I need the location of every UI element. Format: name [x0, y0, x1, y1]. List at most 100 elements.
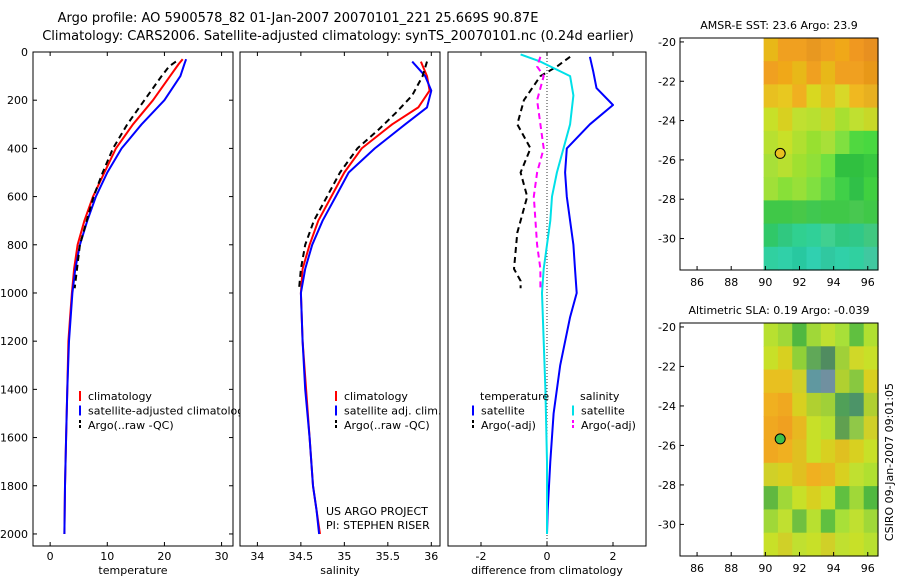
- temperature-legend-item: satellite-adjusted climatology: [88, 405, 251, 418]
- sst_map-cell: [792, 61, 808, 85]
- sst_map-cell: [820, 200, 836, 225]
- sla_map-cell: [863, 323, 879, 347]
- sla_map-cell: [763, 532, 779, 557]
- sst_map-cell: [806, 130, 822, 155]
- diff-legend-salinity-item: satellite: [581, 405, 625, 418]
- sla_map-cell: [763, 509, 779, 534]
- sst_map-cell: [835, 38, 851, 62]
- difference-series-2-line: [520, 53, 575, 534]
- sst_map-cell: [806, 154, 822, 178]
- sst_map-cell: [849, 61, 865, 85]
- sst_map-cell: [835, 246, 851, 271]
- sst_map-cell: [792, 246, 808, 271]
- temperature-xtick-label: 30: [215, 550, 229, 563]
- salinity-xlabel: salinity: [320, 564, 360, 577]
- sst_map-cell: [849, 38, 865, 62]
- sla_map-cell: [835, 486, 851, 510]
- sla_map-title: Altimetric SLA: 0.19 Argo: -0.039: [689, 304, 870, 317]
- sla_map-cell: [763, 392, 779, 417]
- temperature-ytick-label: 200: [7, 94, 28, 107]
- sla_map-cell: [806, 462, 822, 487]
- salinity-xtick-label: 36: [424, 550, 438, 563]
- sla_map-ytick-label: -22: [658, 360, 676, 373]
- sla_map-xtick-label: 94: [827, 562, 841, 575]
- sst_map-cell: [777, 61, 793, 85]
- sst_map-cell: [849, 107, 865, 132]
- sla_map-cell: [806, 509, 822, 534]
- difference-series-0-line: [546, 56, 614, 535]
- sla_map-cell: [792, 416, 808, 441]
- difference-series-3-line: [532, 56, 545, 289]
- sla_map-cell: [849, 532, 865, 557]
- sst_map-cell: [849, 246, 865, 271]
- sla_map-cell: [777, 346, 793, 371]
- sla_map-cell: [835, 369, 851, 394]
- temperature-xtick-label: 20: [157, 550, 171, 563]
- sla_map-cell: [777, 486, 793, 510]
- sla_map-xtick-label: 90: [758, 562, 772, 575]
- sla_map-cell: [863, 392, 879, 417]
- sla_map-cell: [792, 392, 808, 417]
- sst_map-cell: [849, 154, 865, 178]
- sst_map-cell: [863, 200, 879, 225]
- sla_map-cell: [835, 439, 851, 464]
- sla_map-cell: [849, 392, 865, 417]
- sla_map-cell: [849, 509, 865, 534]
- temperature-ytick-label: 1000: [0, 287, 28, 300]
- sla_map-argo-marker: [774, 433, 786, 445]
- sla_map-cell: [849, 462, 865, 487]
- sla_map-cell: [806, 439, 822, 464]
- sst_map-cell: [806, 107, 822, 132]
- temperature-xtick-label: 0: [47, 550, 54, 563]
- diff-legend-temperature-header: temperature: [480, 390, 549, 403]
- project-annotation: PI: STEPHEN RISER: [326, 519, 430, 532]
- sla_map-cell: [820, 392, 836, 417]
- sst_map-cell: [777, 154, 793, 178]
- sst_map-cell: [792, 107, 808, 132]
- sla_map-cell: [792, 346, 808, 371]
- sst_map-cell: [835, 61, 851, 85]
- sst_map-cell: [806, 223, 822, 248]
- sla_map-cell: [792, 462, 808, 487]
- sst_map-cell: [863, 61, 879, 85]
- sst_map-cell: [763, 154, 779, 178]
- sst_map-cell: [820, 223, 836, 248]
- sst_map-cell: [863, 154, 879, 178]
- sst_map-cell: [792, 130, 808, 155]
- sla_map-cell: [792, 323, 808, 347]
- sst_map-xtick-label: 94: [827, 276, 841, 289]
- sla_map-cell: [777, 369, 793, 394]
- sst_map-cell: [763, 200, 779, 225]
- sla_map-cell: [792, 369, 808, 394]
- sst_map-cell: [792, 177, 808, 201]
- sla_map-cell: [849, 486, 865, 510]
- sla_map-cell: [806, 346, 822, 371]
- sst_map-xtick-label: 96: [861, 276, 875, 289]
- temperature-xlabel: temperature: [98, 564, 167, 577]
- temperature-ytick-label: 1200: [0, 335, 28, 348]
- sst_map-cell: [777, 223, 793, 248]
- sst_map-xtick-label: 88: [724, 276, 738, 289]
- sla_map-axes-border: [679, 322, 879, 557]
- salinity-series-2-line: [298, 61, 428, 289]
- sst_map-cell: [820, 177, 836, 201]
- temperature-ytick-label: 1600: [0, 432, 28, 445]
- sla_map-cell: [820, 323, 836, 347]
- sst_map-ytick-label: -22: [658, 75, 676, 88]
- sst_map-cell: [835, 84, 851, 109]
- sst_map-cell: [849, 84, 865, 109]
- sst_map-cell: [835, 177, 851, 201]
- sst_map-cell: [806, 61, 822, 85]
- sst_map-cell: [863, 38, 879, 62]
- sla_map-cell: [820, 532, 836, 557]
- sst_map-cell: [820, 154, 836, 178]
- sla_map-cell: [820, 439, 836, 464]
- sst_map-ytick-label: -30: [658, 233, 676, 246]
- temperature-panel: 0 10 20 30 0 200 400 600 800 1000 1200 1400 1600 1800…: [0, 46, 251, 577]
- sst_map-cell: [863, 84, 879, 109]
- sst_map-xtick-label: 90: [758, 276, 772, 289]
- diff-legend-temperature-item: satellite: [481, 405, 525, 418]
- salinity-xtick-label: 35.5: [376, 550, 401, 563]
- sst_map-cell: [863, 177, 879, 201]
